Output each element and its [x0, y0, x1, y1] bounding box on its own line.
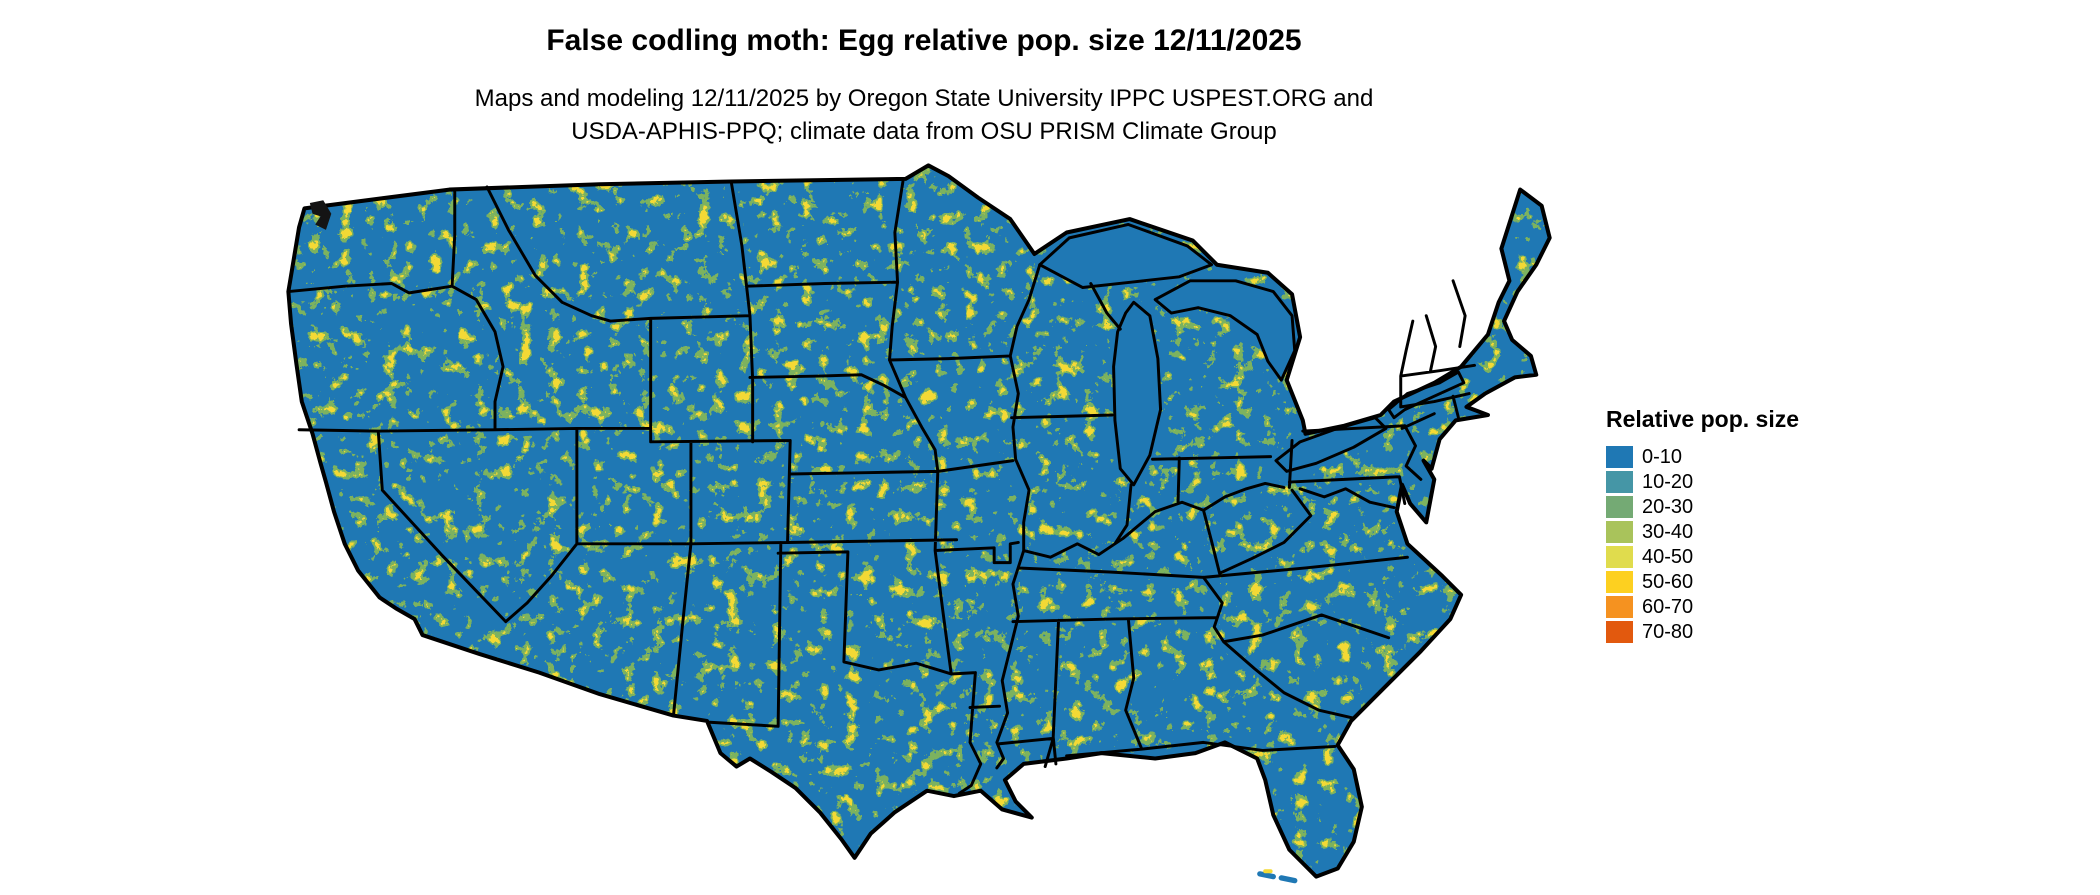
- legend-label: 20-30: [1642, 495, 1694, 518]
- great-lakes: [1038, 222, 1466, 487]
- legend-row: 40-50: [1606, 545, 1799, 569]
- legend-row: 30-40: [1606, 520, 1799, 544]
- legend-label: 40-50: [1642, 545, 1694, 568]
- legend-swatch: [1606, 496, 1633, 518]
- page-title: False codling moth: Egg relative pop. si…: [546, 24, 1302, 57]
- subtitle-line-1: Maps and modeling 12/11/2025 by Oregon S…: [474, 85, 1374, 112]
- legend-swatch: [1606, 446, 1633, 468]
- legend-swatch: [1606, 596, 1633, 618]
- us-map-svg: [264, 152, 1566, 884]
- legend-row: 10-20: [1606, 470, 1799, 494]
- legend-label: 60-70: [1642, 595, 1694, 618]
- legend-label: 70-80: [1642, 620, 1694, 643]
- legend-label: 0-10: [1642, 445, 1683, 468]
- legend-swatch: [1606, 571, 1633, 593]
- legend-row: 70-80: [1606, 620, 1799, 644]
- legend-label: 50-60: [1642, 570, 1694, 593]
- legend-row: 60-70: [1606, 595, 1799, 619]
- legend-swatch: [1606, 546, 1633, 568]
- legend-label: 10-20: [1642, 470, 1694, 493]
- speckle-layer-high: [288, 165, 1550, 877]
- subtitle-line-2: USDA-APHIS-PPQ; climate data from OSU PR…: [571, 118, 1277, 145]
- legend-swatch: [1606, 621, 1633, 643]
- legend-swatch: [1606, 471, 1633, 493]
- legend-swatch: [1606, 521, 1633, 543]
- state-borders: [286, 180, 1477, 795]
- legend-row: 0-10: [1606, 445, 1799, 469]
- legend: Relative pop. size 0-10 10-20 20-30 30-4…: [1606, 406, 1799, 645]
- legend-title: Relative pop. size: [1606, 406, 1800, 432]
- florida-keys: [1257, 871, 1298, 884]
- subtitle: Maps and modeling 12/11/2025 by Oregon S…: [0, 82, 1848, 148]
- legend-row: 20-30: [1606, 495, 1799, 519]
- map-container: [264, 152, 1566, 890]
- puget-sound-detail: [309, 200, 332, 230]
- legend-row: 50-60: [1606, 570, 1799, 594]
- legend-label: 30-40: [1642, 520, 1694, 543]
